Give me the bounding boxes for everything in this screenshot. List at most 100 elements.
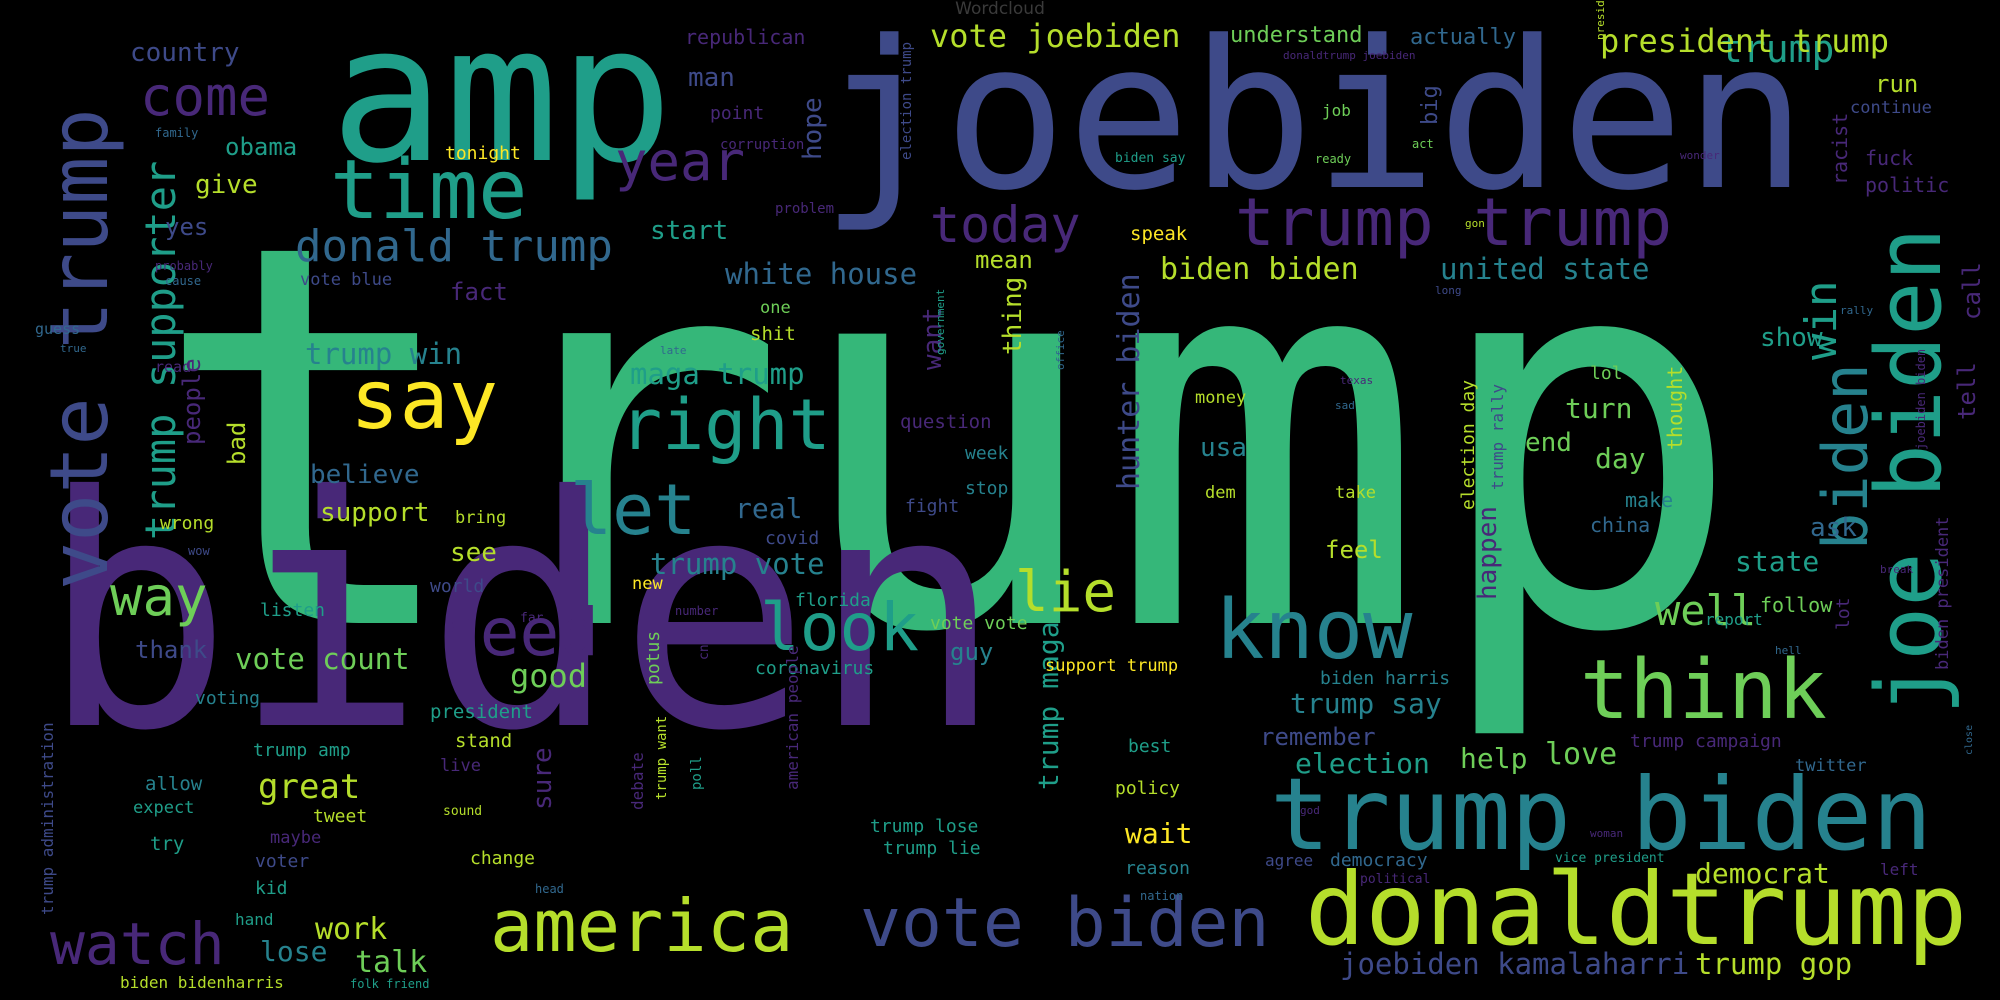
- word-guy: guy: [950, 638, 994, 666]
- word-cause: cause: [165, 274, 202, 288]
- word-continue: continue: [1850, 98, 1932, 118]
- word-live: live: [440, 756, 481, 776]
- word-election-day: election day: [1458, 379, 1479, 510]
- word-election: election: [1295, 747, 1430, 780]
- word-vote-vote: vote vote: [930, 613, 1028, 634]
- word-amp: amp: [330, 0, 674, 205]
- word-actually: actually: [1410, 25, 1516, 50]
- word-china: china: [1590, 513, 1651, 537]
- word-turn: turn: [1565, 392, 1633, 425]
- word-stand: stand: [455, 730, 513, 752]
- word-act: act: [1412, 137, 1434, 151]
- word-biden-president: biden president: [1933, 516, 1953, 670]
- word-donaldtrump: donaldtrump: [1305, 851, 1968, 968]
- word-tweet: tweet: [313, 806, 368, 827]
- word-thank: thank: [135, 636, 208, 664]
- word-wait: wait: [1125, 817, 1193, 850]
- word-sure: sure: [528, 747, 558, 810]
- word-number: number: [675, 604, 719, 618]
- word-lot: lot: [1833, 597, 1854, 630]
- word-right: right: [620, 384, 831, 466]
- wordcloud-title: Wordcloud: [955, 0, 1045, 19]
- word-obama: obama: [225, 133, 298, 161]
- word-understand: understand: [1230, 23, 1363, 48]
- word-coronavirus: coronavirus: [755, 658, 875, 679]
- word-start: start: [650, 216, 729, 246]
- word-yes: yes: [165, 213, 209, 241]
- word-help: help: [1460, 742, 1528, 775]
- word-bring: bring: [455, 508, 507, 528]
- word-joebiden-biden: joebiden biden: [1914, 348, 1928, 450]
- word-money: money: [1195, 388, 1247, 408]
- word-man: man: [688, 63, 735, 93]
- word-job: job: [1322, 101, 1351, 120]
- word-trump-administration: trump administration: [38, 722, 57, 915]
- word-vote-joebiden: vote joebiden: [930, 17, 1181, 55]
- word-new: new: [632, 574, 663, 594]
- word-ask: ask: [1810, 513, 1857, 543]
- word-ready: ready: [1315, 152, 1352, 166]
- word-biden-bidenharris: biden bidenharris: [120, 973, 284, 992]
- word-big: big: [1418, 85, 1443, 125]
- word-texas: texas: [1340, 374, 1374, 387]
- word-support: support: [320, 498, 430, 528]
- word-trump-biden: trump biden: [1270, 756, 1933, 873]
- word-vote-blue: vote blue: [300, 270, 393, 290]
- word-american-people: american people: [783, 645, 802, 791]
- word-trump-amp: trump amp: [253, 740, 351, 761]
- word-woman: woman: [1590, 827, 1624, 840]
- word-fuck: fuck: [1865, 146, 1914, 170]
- word-trump: trump: [1720, 27, 1835, 71]
- word-tell: tell: [1953, 362, 1981, 420]
- word-sad: sad: [1335, 399, 1355, 412]
- word-democrat: democrat: [1695, 857, 1830, 890]
- word-day: day: [1595, 442, 1646, 475]
- word-guess: guess: [35, 320, 81, 338]
- word-government: government: [934, 288, 947, 355]
- word-nation: nation: [1140, 889, 1184, 903]
- word-tonight: tonight: [445, 143, 521, 164]
- word-lose: lose: [260, 935, 328, 968]
- word-feel: feel: [1325, 536, 1383, 564]
- word-allow: allow: [145, 773, 203, 795]
- word-expect: expect: [133, 798, 195, 818]
- word-see: see: [450, 538, 497, 568]
- word-say: say: [350, 353, 499, 448]
- word-trump-maga: trump maga: [1032, 621, 1065, 790]
- word-election-trump: election trump: [899, 41, 915, 160]
- word-true: true: [60, 342, 87, 355]
- word-trump-vote: trump vote: [650, 547, 825, 581]
- word-reason: reason: [1125, 858, 1191, 879]
- word-biden-say: biden say: [1115, 151, 1186, 166]
- word-trump-campaign: trump campaign: [1630, 731, 1782, 752]
- word-love: love: [1545, 737, 1618, 772]
- word-trump-trump: trump trump: [1235, 184, 1673, 261]
- word-trump-win: trump win: [305, 337, 463, 371]
- word-fact: fact: [450, 278, 508, 306]
- word-far: far: [520, 611, 544, 626]
- word-end: end: [1525, 428, 1572, 458]
- word-cnn: cnn: [697, 636, 712, 660]
- word-god: god: [1300, 804, 1320, 817]
- word-vice-president: vice president: [1555, 851, 1665, 866]
- word-one: one: [760, 298, 791, 318]
- word-wrong: wrong: [160, 513, 215, 534]
- word-close: close: [1964, 724, 1975, 755]
- word-left: left: [1880, 860, 1919, 879]
- word-folk-friend: folk friend: [350, 977, 430, 991]
- word-democracy: democracy: [1330, 850, 1428, 871]
- word-hunter-biden: hunter biden: [1112, 273, 1147, 490]
- word-best: best: [1128, 736, 1172, 757]
- word-biden-biden: biden biden: [1160, 252, 1359, 287]
- word-change: change: [470, 848, 536, 869]
- word-rally: rally: [1840, 304, 1874, 317]
- word-agree: agree: [1265, 851, 1314, 870]
- word-trump-rally: trump rally: [1488, 384, 1507, 490]
- word-president-united: president united: [1594, 0, 1607, 40]
- word-republican: republican: [685, 25, 806, 49]
- word-lie: lie: [1015, 560, 1117, 625]
- word-poll: poll: [689, 756, 705, 790]
- word-florida: florida: [795, 590, 871, 611]
- word-talk: talk: [355, 945, 428, 980]
- word-know: know: [1215, 583, 1413, 678]
